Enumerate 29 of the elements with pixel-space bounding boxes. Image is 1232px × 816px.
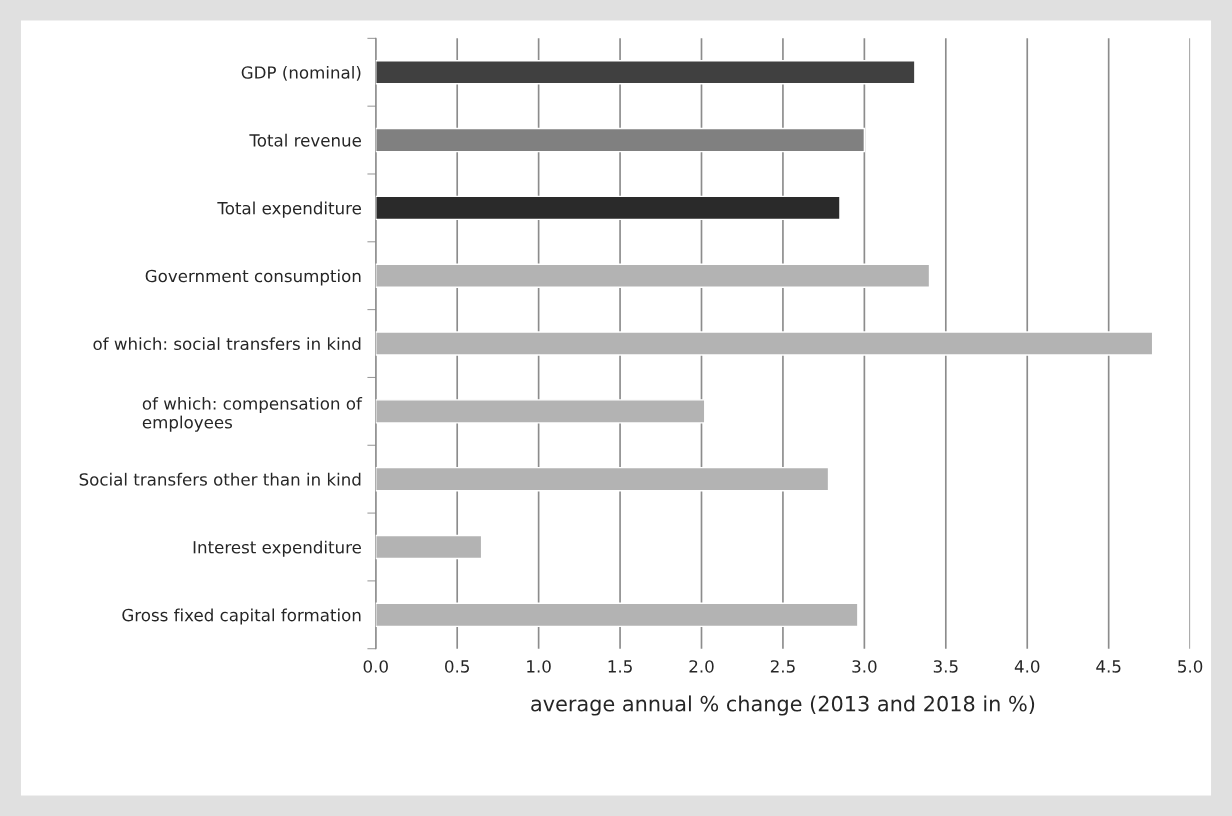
x-tick-label: 2.0 — [689, 660, 714, 673]
y-tick-label: of which: social transfers in kind — [93, 337, 361, 351]
bar — [375, 466, 830, 492]
x-tick-label: 0.0 — [363, 660, 388, 673]
x-tick-label: 3.0 — [852, 660, 877, 673]
y-tick-label: of which: compensation of employees — [142, 396, 363, 432]
x-tick-label: 5.0 — [1178, 660, 1203, 673]
bar — [375, 60, 916, 85]
bar — [375, 602, 859, 628]
y-tick-label: Total revenue — [249, 133, 361, 147]
y-tick-label: Social transfers other than in kind — [79, 472, 361, 486]
bar — [375, 331, 1154, 356]
y-tick-label: Total expenditure — [217, 201, 361, 218]
bar — [375, 263, 931, 288]
x-tick-label: 0.5 — [445, 660, 469, 673]
x-tick-label: 4.0 — [1014, 660, 1040, 673]
y-tick-label: Interest expenditure — [193, 540, 361, 557]
y-tick-label: Gross fixed capital formation — [122, 608, 361, 625]
x-tick-label: 1.0 — [527, 660, 551, 673]
x-tick-label: 2.5 — [770, 660, 795, 673]
y-tick-label: GDP (nominal) — [241, 65, 361, 81]
x-tick-label: 3.5 — [933, 660, 958, 673]
bar — [375, 399, 706, 424]
x-axis-title: average annual % change (2013 and 2018 in %) — [531, 695, 1035, 716]
y-tick-label: Government consumption — [145, 269, 361, 286]
bar — [375, 534, 483, 560]
x-tick-label: 4.5 — [1096, 660, 1121, 673]
x-tick-label: 1.5 — [608, 660, 632, 673]
bar — [375, 195, 841, 221]
